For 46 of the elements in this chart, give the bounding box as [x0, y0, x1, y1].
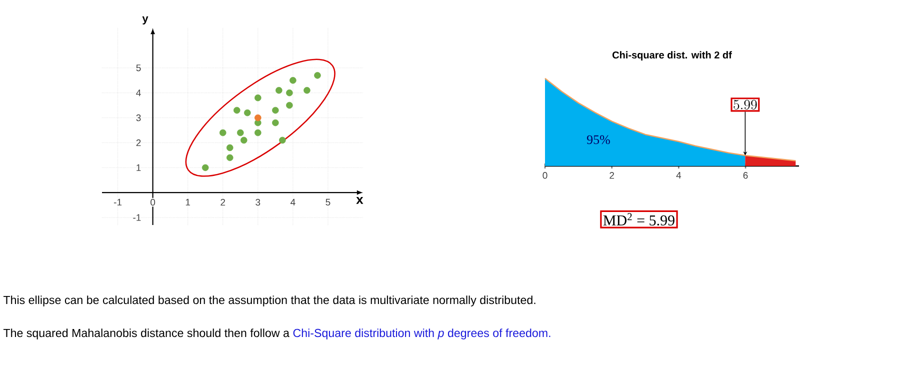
x-tick-label: 5 [326, 198, 330, 206]
x-tick-label: 3 [256, 198, 260, 206]
point [244, 109, 251, 116]
x-tick-label: -1 [114, 198, 122, 206]
point [219, 129, 226, 136]
x-tick-label: 2 [220, 198, 226, 206]
point [226, 154, 234, 162]
point [202, 164, 209, 172]
x-tick-label: 0 [150, 198, 156, 206]
text: The squared Mahalanobis distance should then follow a [3, 328, 290, 340]
annotation: 95% [586, 135, 610, 144]
point [276, 86, 282, 94]
annotation: 5.99 [734, 100, 757, 110]
point [254, 94, 262, 102]
y-tick-label: 5 [136, 64, 141, 72]
x-tick-label: 1 [186, 198, 190, 206]
x-tick-label: 4 [676, 172, 682, 179]
y-axis-title: y [142, 16, 148, 24]
x-tick-label: 4 [290, 198, 296, 206]
text: MD$^{2}$ = 5.99 [603, 213, 674, 226]
point [272, 106, 279, 114]
x-tick-label: 0 [542, 172, 548, 179]
y-tick-label: 4 [136, 90, 141, 96]
y-tick-label: 3 [136, 114, 141, 122]
point [254, 129, 262, 136]
point [314, 72, 321, 79]
y-tick-label: -1 [133, 214, 141, 221]
text: Chi-Square distribution with p degrees of freedom. [293, 328, 550, 340]
text: This ellipse can be calculated based on the assumption that the data is multivariate normally distributed. [3, 296, 536, 306]
point [290, 76, 296, 84]
point [240, 136, 248, 144]
point [226, 144, 234, 152]
point [286, 102, 293, 109]
point [272, 119, 279, 126]
point [233, 106, 240, 114]
x-tick-label: 6 [743, 172, 748, 179]
x-axis-title: x [356, 196, 364, 204]
y-tick-label: 2 [136, 139, 141, 146]
point [304, 86, 310, 94]
chart-title: Chi-square dist. with 2 df [612, 51, 732, 61]
point [279, 136, 286, 144]
x-tick-label: 2 [610, 172, 614, 179]
point [237, 129, 244, 136]
y-tick-label: 1 [136, 164, 141, 171]
point [286, 89, 293, 96]
point [254, 114, 262, 122]
